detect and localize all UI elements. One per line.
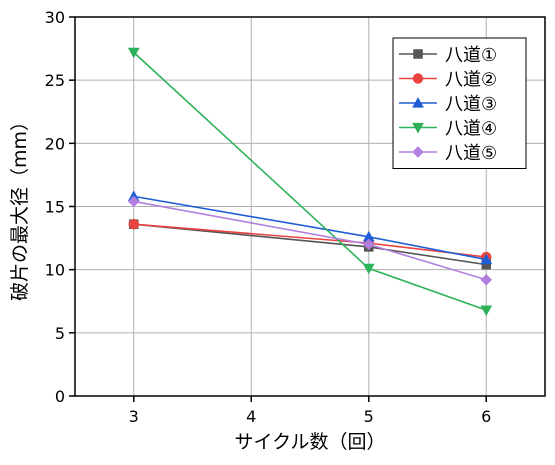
y-tick-label: 20 <box>45 134 65 153</box>
series-line <box>133 223 487 266</box>
data-point <box>127 47 140 59</box>
x-tick-label: 4 <box>246 407 256 426</box>
data-point <box>480 305 493 317</box>
legend-label: 八道① <box>445 45 497 66</box>
legend: 八道① 八道② 八道③ 八道④ 八道⑤ <box>392 37 527 169</box>
legend-marker <box>412 73 424 84</box>
y-tick-label: 15 <box>45 198 65 217</box>
legend-marker <box>412 96 424 108</box>
data-point <box>480 253 493 265</box>
legend-item: 八道② <box>399 70 497 91</box>
x-tick-label: 3 <box>129 407 139 426</box>
legend-marker <box>413 49 423 59</box>
legend-marker <box>412 146 424 158</box>
y-tick-label: 0 <box>55 387 65 406</box>
legend-label: 八道③ <box>445 94 497 115</box>
series-layer <box>127 47 493 317</box>
legend-label: 八道⑤ <box>445 143 497 164</box>
y-tick-label: 5 <box>55 324 65 343</box>
legend-item: 八道③ <box>399 94 497 115</box>
legend-label: 八道② <box>445 70 497 91</box>
x-axis-label: サイクル数（回） <box>234 431 385 453</box>
x-tick-label: 5 <box>364 407 374 426</box>
data-point <box>128 218 139 230</box>
series-3 <box>127 190 493 265</box>
data-point <box>127 195 140 208</box>
data-point <box>362 263 375 275</box>
legend-label: 八道④ <box>445 119 497 140</box>
legend-marker <box>412 122 424 134</box>
x-tick-label: 6 <box>481 407 491 426</box>
data-point <box>362 238 375 251</box>
y-axis-label: 破片の最大径（mm） <box>9 112 31 301</box>
y-tick-label: 30 <box>45 8 65 27</box>
legend-item: 八道① <box>399 45 497 66</box>
series-4 <box>127 47 493 317</box>
y-tick-label: 25 <box>45 71 65 90</box>
axis-ticks: 3 4 5 6 0 5 10 15 20 25 30 <box>45 8 492 426</box>
data-point <box>480 273 493 286</box>
y-tick-label: 10 <box>45 261 65 280</box>
legend-item: 八道⑤ <box>399 143 497 164</box>
series-5 <box>127 195 493 286</box>
legend-item: 八道④ <box>399 119 497 140</box>
